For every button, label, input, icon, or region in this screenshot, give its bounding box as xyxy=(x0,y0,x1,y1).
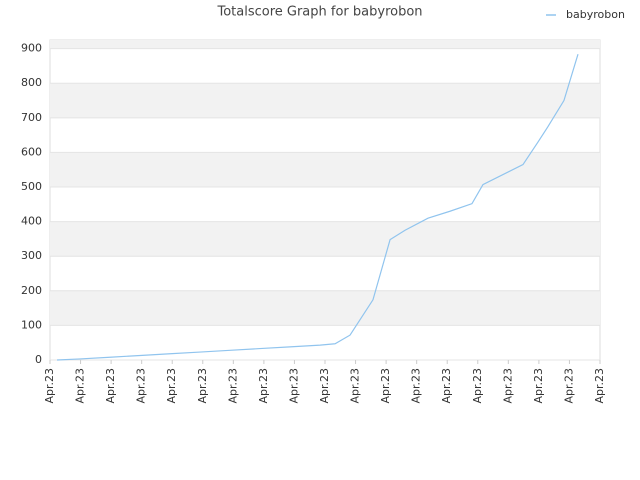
grid-band xyxy=(50,40,600,49)
y-tick-label: 500 xyxy=(21,180,42,193)
y-tick-label: 200 xyxy=(21,284,42,297)
x-tick-label: Apr.23 xyxy=(74,368,87,404)
x-tick-label: Apr.23 xyxy=(562,368,575,404)
x-tick-label: Apr.23 xyxy=(287,368,300,404)
y-tick-label: 600 xyxy=(21,145,42,158)
chart-title: Totalscore Graph for babyrobon xyxy=(216,5,422,20)
grid-band xyxy=(50,221,600,257)
x-tick-label: Apr.23 xyxy=(43,368,56,404)
x-tick-label: Apr.23 xyxy=(532,368,545,404)
x-tick-label: Apr.23 xyxy=(440,368,453,404)
grid-band xyxy=(50,152,600,188)
x-tick-label: Apr.23 xyxy=(257,368,270,404)
x-tick-label: Apr.23 xyxy=(318,368,331,404)
x-tick-label: Apr.23 xyxy=(349,368,362,404)
y-tick-label: 300 xyxy=(21,249,42,262)
grid-band xyxy=(50,290,600,326)
y-tick-label: 700 xyxy=(21,111,42,124)
x-tick-label: Apr.23 xyxy=(501,368,514,404)
x-tick-label: Apr.23 xyxy=(410,368,423,404)
x-tick-label: Apr.23 xyxy=(593,368,606,404)
grid-band xyxy=(50,83,600,118)
y-tick-label: 0 xyxy=(35,353,42,366)
x-tick-label: Apr.23 xyxy=(226,368,239,404)
x-tick-label: Apr.23 xyxy=(104,368,117,404)
y-tick-label: 400 xyxy=(21,215,42,228)
x-tick-label: Apr.23 xyxy=(135,368,148,404)
y-tick-label: 900 xyxy=(21,42,42,55)
x-tick-label: Apr.23 xyxy=(196,368,209,404)
line xyxy=(57,54,579,361)
y-tick-label: 100 xyxy=(21,318,42,331)
y-tick-label: 800 xyxy=(21,76,42,89)
legend-label: babyrobon xyxy=(566,8,625,21)
x-tick-label: Apr.23 xyxy=(379,368,392,404)
x-tick-label: Apr.23 xyxy=(165,368,178,404)
x-tick-label: Apr.23 xyxy=(471,368,484,404)
